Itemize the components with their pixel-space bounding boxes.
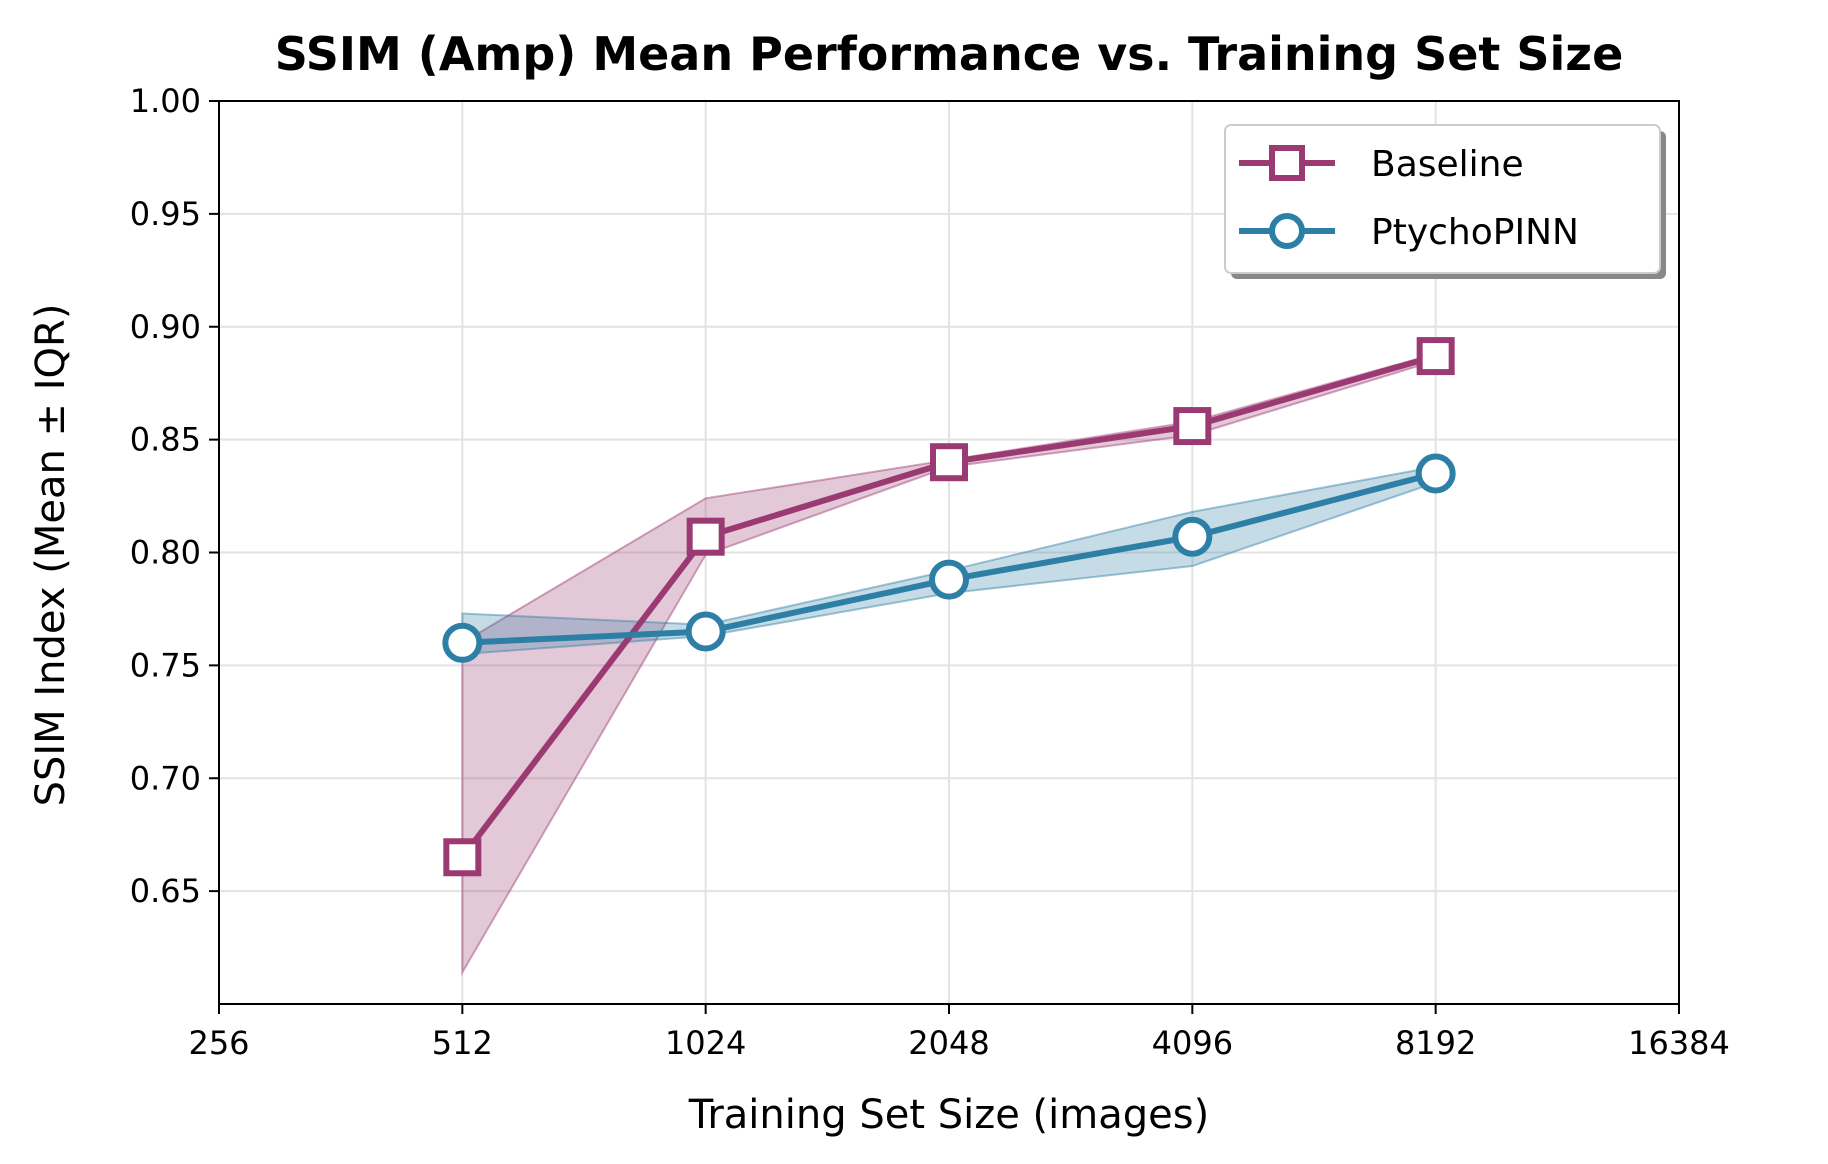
legend-marker-ptychopinn — [1269, 213, 1305, 249]
y-tick-label: 0.80 — [130, 534, 201, 572]
x-tick-label: 512 — [432, 1024, 493, 1062]
y-tick-label: 0.85 — [130, 421, 201, 459]
y-tick-label: 1.00 — [130, 82, 201, 120]
ptychopinn-point — [442, 622, 483, 663]
y-axis-label: SSIM Index (Mean ± IQR) — [28, 304, 74, 807]
baseline-point — [443, 838, 482, 877]
baseline-point — [1173, 407, 1212, 446]
legend: Baseline PtychoPINN — [1224, 124, 1666, 279]
y-axis-ticks: 0.65 0.70 0.75 0.80 0.85 0.90 0.95 1.00 — [130, 82, 219, 910]
legend-label-baseline: Baseline — [1371, 144, 1524, 185]
series-markers — [442, 337, 1456, 877]
x-tick-label: 256 — [188, 1024, 249, 1062]
ptychopinn-point — [1415, 453, 1456, 494]
chart-title: SSIM (Amp) Mean Performance vs. Training… — [275, 27, 1624, 81]
y-tick-label: 0.75 — [130, 646, 201, 684]
x-tick-label: 2048 — [908, 1024, 989, 1062]
ptychopinn-point — [929, 559, 969, 600]
baseline-point — [930, 443, 968, 482]
legend-marker-baseline — [1269, 145, 1305, 181]
x-tick-label: 1024 — [665, 1024, 746, 1062]
legend-label-ptychopinn: PtychoPINN — [1371, 212, 1579, 253]
x-tick-label: 8192 — [1395, 1024, 1476, 1062]
ptychopinn-point — [1172, 516, 1213, 557]
baseline-point — [1416, 337, 1455, 376]
x-axis-ticks: 256 512 1024 2048 4096 8192 16384 — [188, 1004, 1730, 1062]
y-tick-label: 0.65 — [130, 872, 201, 910]
ptychopinn-point — [685, 611, 726, 652]
x-tick-label: 4096 — [1152, 1024, 1233, 1062]
y-tick-label: 0.95 — [130, 195, 201, 233]
x-axis-label: Training Set Size (images) — [688, 1092, 1209, 1138]
y-tick-label: 0.90 — [130, 308, 201, 346]
baseline-point — [686, 517, 725, 556]
x-tick-label: 16384 — [1628, 1024, 1730, 1062]
y-tick-label: 0.70 — [130, 759, 201, 797]
